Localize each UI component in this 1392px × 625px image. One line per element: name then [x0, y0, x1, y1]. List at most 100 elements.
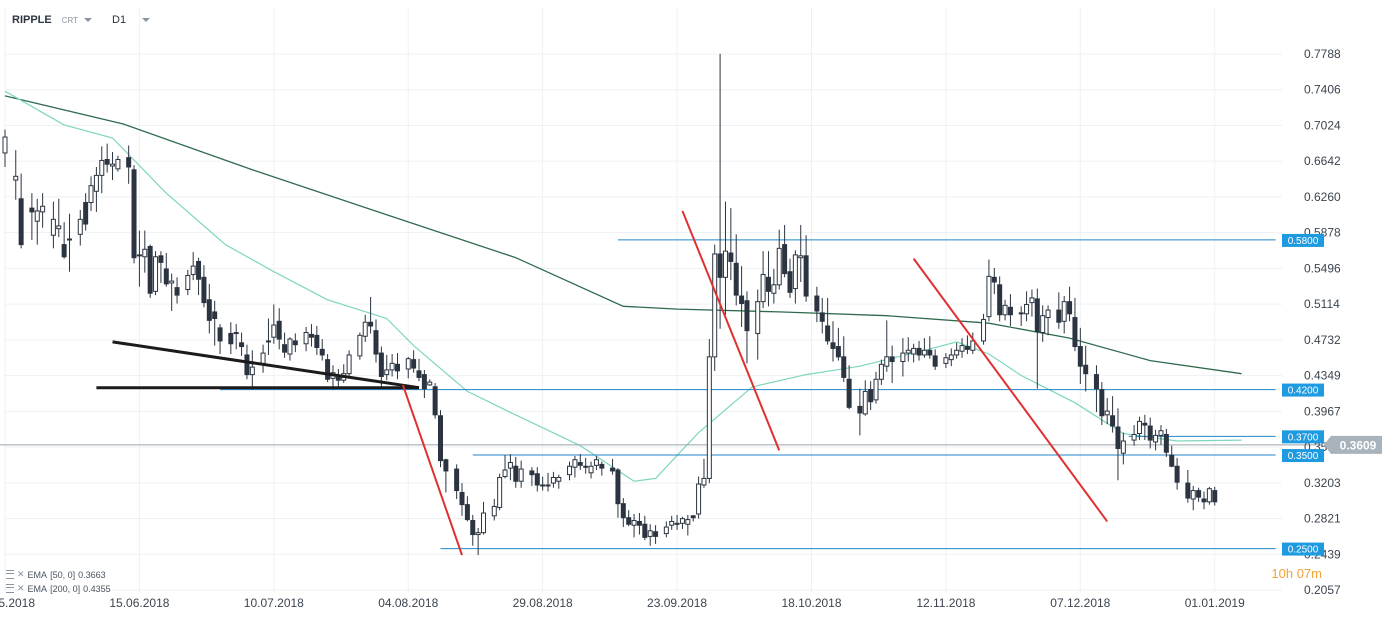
candle-body — [276, 320, 282, 340]
legend-ema50-params: [50, 0] — [50, 569, 76, 580]
x-tick-label: 12.11.2018 — [916, 596, 975, 610]
candle-body — [959, 345, 965, 352]
candle-body — [825, 325, 831, 342]
candle-body — [142, 248, 148, 258]
candle-body — [577, 462, 583, 466]
candle-body — [249, 366, 255, 376]
legend-ema200: ✕ EMA [200, 0] 0.4355 — [6, 583, 111, 594]
candle-body — [357, 334, 363, 357]
level-price-badge — [1282, 233, 1324, 247]
candle-body — [432, 386, 438, 416]
level-price-label: 0.4200 — [1288, 386, 1319, 397]
y-tick-label: 0.6260 — [1304, 190, 1341, 204]
candle-body — [1185, 482, 1191, 499]
candle-body — [712, 253, 718, 358]
trendline — [912, 258, 1109, 523]
candle-body — [1007, 306, 1013, 316]
candle-body — [529, 470, 535, 476]
candle-body — [282, 344, 288, 353]
candle-body — [1212, 490, 1218, 503]
candle-body — [61, 244, 67, 258]
candle-body — [346, 354, 352, 375]
candle-body — [416, 370, 422, 378]
candle-body — [1093, 374, 1099, 390]
candle-body — [1029, 297, 1035, 304]
candle-body — [1067, 301, 1073, 315]
candle-body — [647, 530, 653, 537]
candle-body — [239, 342, 245, 348]
indicator-remove-icon[interactable]: ✕ — [17, 569, 25, 579]
candle-body — [292, 340, 298, 346]
candle-body — [1201, 498, 1207, 503]
candle-body — [335, 376, 341, 381]
candle-body — [932, 355, 938, 367]
x-tick-label: 18.10.2018 — [781, 596, 841, 610]
candle-body — [1072, 317, 1078, 348]
candle-body — [454, 468, 460, 492]
candle-body — [368, 321, 374, 327]
symbol-type-label: CRT — [61, 15, 79, 25]
candle-body — [765, 276, 771, 292]
candle-body — [986, 275, 992, 318]
x-tick-label: 15.06.2018 — [109, 596, 169, 610]
candle-body — [943, 357, 949, 364]
candle-body — [540, 484, 546, 487]
candle-body — [438, 415, 444, 462]
candle-body — [362, 321, 368, 337]
candle-body — [981, 318, 987, 342]
legend-ema50: ✕ EMA [50, 0] 0.3663 — [6, 569, 106, 580]
candle-body — [206, 299, 212, 321]
candle-body — [798, 255, 804, 259]
countdown-minutes: 07 — [1296, 566, 1312, 581]
candle-body — [819, 312, 825, 322]
y-tick-label: 0.5496 — [1304, 261, 1341, 275]
candle-body — [265, 340, 271, 343]
x-tick-label: 29.08.2018 — [513, 596, 573, 610]
candle-body — [18, 198, 24, 246]
candle-body — [620, 503, 626, 519]
candle-body — [948, 354, 954, 361]
candle-body — [319, 348, 325, 356]
indicator-settings-icon[interactable] — [6, 570, 14, 579]
timeframe-dropdown-chevron-icon[interactable] — [142, 18, 151, 22]
candle-body — [217, 327, 223, 342]
candle-body — [964, 346, 970, 350]
candle-body — [878, 363, 884, 380]
candle-body — [814, 295, 820, 312]
candle-body — [550, 476, 556, 484]
indicator-remove-icon[interactable]: ✕ — [17, 583, 25, 593]
candle-body — [1077, 346, 1083, 367]
candle-body — [260, 352, 266, 364]
symbol-dropdown-chevron-icon[interactable] — [84, 18, 93, 22]
candle-body — [1099, 389, 1105, 417]
indicator-settings-icon[interactable] — [6, 584, 14, 593]
candle-body — [787, 271, 793, 293]
candle-body — [835, 346, 841, 358]
level-price-badge — [1282, 449, 1324, 463]
candle-body — [427, 381, 433, 386]
candle-body — [77, 218, 83, 235]
level-price-label: 0.3500 — [1288, 451, 1319, 462]
candle-body — [583, 465, 589, 468]
candle-body — [728, 252, 734, 262]
y-tick-label: 0.7788 — [1304, 47, 1341, 61]
candle-body — [244, 354, 250, 376]
timeframe-label[interactable]: D1 — [112, 14, 127, 26]
legend-ema200-params: [200, 0] — [50, 583, 81, 594]
candle-body — [567, 465, 573, 476]
candle-body — [378, 352, 384, 377]
symbol-label[interactable]: RIPPLE — [12, 14, 52, 26]
candle-body — [631, 520, 637, 526]
current-price-label: 0.3609 — [1340, 438, 1377, 452]
candle-body — [56, 225, 62, 230]
level-price-label: 0.2500 — [1288, 545, 1319, 556]
candle-body — [2, 136, 8, 154]
candle-body — [868, 389, 874, 403]
candle-body — [233, 332, 239, 335]
candle-body — [115, 158, 121, 170]
candle-body — [110, 163, 116, 167]
candle-body — [384, 369, 390, 376]
candle-body — [599, 463, 605, 469]
